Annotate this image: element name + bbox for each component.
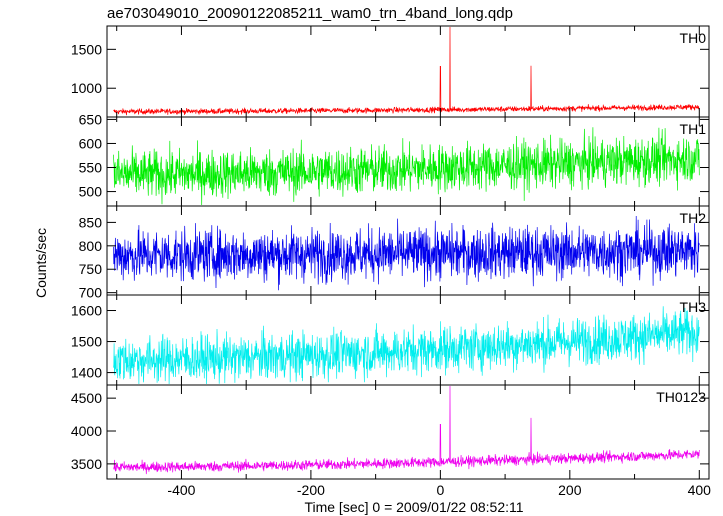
series-line-th1 [113, 127, 700, 206]
y-tick-label: 1400 [71, 365, 102, 381]
y-tick-label: 1500 [71, 41, 102, 57]
panel-label: TH3 [680, 299, 707, 315]
y-axis-label: Counts/sec [33, 228, 49, 298]
panel-label: TH0 [680, 30, 707, 46]
x-tick-label: 400 [688, 482, 712, 498]
y-tick-label: 4000 [71, 423, 102, 439]
y-tick-label: 1600 [71, 303, 102, 319]
panel-th3: 1400 1500 1600 TH3 [71, 294, 710, 386]
series-line-th0 [113, 26, 700, 116]
y-tick-label: 550 [79, 160, 103, 176]
y-tick-label: 600 [79, 135, 103, 151]
y-tick-label: 1500 [71, 334, 102, 350]
series-line-th0123 [113, 385, 700, 475]
chart-title: ae703049010_20090122085211_wam0_trn_4ban… [107, 5, 513, 22]
x-tick-label: 0 [436, 482, 444, 498]
y-tick-label: 3500 [71, 456, 102, 472]
panel-label: TH2 [680, 210, 707, 226]
x-tick-label: -200 [297, 482, 325, 498]
panel-frame [106, 384, 710, 480]
x-axis-label: Time [sec] 0 = 2009/01/22 08:52:11 [304, 499, 523, 515]
y-tick-label: 4500 [71, 390, 102, 406]
x-tick-label: -400 [167, 482, 195, 498]
series-line-th3 [113, 306, 700, 385]
panel-th0: 1000 1500 TH0 [71, 25, 710, 118]
y-tick-label: 850 [79, 214, 103, 230]
panel-th2: 700 750 800 850 TH2 [79, 205, 710, 301]
panel-label: TH1 [680, 121, 707, 137]
panel-th0123: 3500 4000 4500 TH0123 [71, 384, 710, 480]
panel-frame [106, 25, 710, 118]
y-tick-label: 500 [79, 184, 103, 200]
y-tick-label: 650 [79, 111, 103, 127]
panel-label: TH0123 [656, 389, 706, 405]
x-tick-label: 200 [558, 482, 582, 498]
y-tick-label: 700 [79, 285, 103, 301]
y-tick-label: 1000 [71, 80, 102, 96]
series-line-th2 [113, 215, 700, 291]
y-tick-label: 750 [79, 261, 103, 277]
y-tick-label: 800 [79, 238, 103, 254]
panel-th1: 500 550 600 650 TH1 [79, 111, 710, 207]
